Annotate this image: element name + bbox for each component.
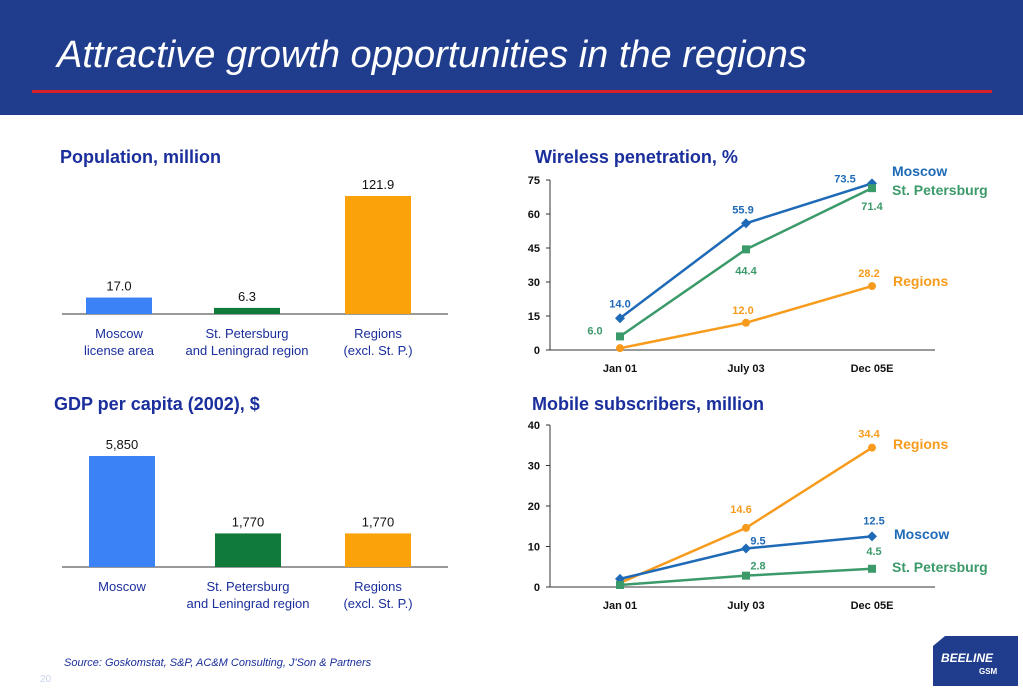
data-point	[616, 580, 624, 589]
y-tick-label: 15	[528, 311, 540, 323]
x-tick-label: Dec 05E	[851, 600, 894, 612]
y-tick-label: 30	[528, 277, 540, 289]
page-number: 20	[40, 674, 52, 685]
population-bar-chart: 17.0 Moscow license area 6.3 St. Petersburg a…	[62, 177, 448, 358]
x-tick-label: Jan 01	[603, 600, 637, 612]
data-point	[615, 573, 625, 584]
legend-entry: St. Petersburg	[892, 182, 988, 198]
x-tick-label: July 03	[727, 600, 764, 612]
beeline-logo: BEELINE GSM	[933, 636, 1018, 686]
subscribers-line-chart: 0 10 20 30 40 Jan 01 July 03 Dec 05E 14.6 34.4 Reg…	[528, 420, 988, 612]
data-point	[616, 332, 624, 341]
bar-value-label: 1,770	[362, 514, 395, 529]
data-label: 28.2	[858, 268, 879, 280]
legend-entry: Moscow	[894, 526, 949, 542]
gdp-bar-chart: 5,850 Moscow 1,770 St. Petersburg and Lening…	[62, 437, 448, 611]
y-tick-label: 30	[528, 461, 540, 473]
category-label: Regions	[354, 326, 402, 341]
penetration-line-chart: 0 15 30 45 60 75 Jan 01 July 03 Dec 05E 14.0 55.9 7…	[528, 163, 988, 375]
data-label: 2.8	[750, 561, 765, 573]
legend-entry: St. Petersburg	[892, 559, 988, 575]
data-label: 44.4	[735, 265, 757, 277]
data-point	[741, 218, 751, 229]
data-point	[741, 543, 751, 554]
source-note: Source: Goskomstat, S&P, AC&M Consulting…	[64, 657, 372, 669]
data-label: 4.5	[866, 546, 881, 558]
y-tick-label: 45	[528, 243, 540, 255]
data-label: 14.0	[609, 298, 630, 310]
category-label: St. Petersburg	[205, 326, 288, 341]
y-tick-label: 20	[528, 501, 540, 513]
y-tick-label: 0	[534, 345, 540, 357]
data-label: 9.5	[750, 536, 765, 548]
logo-wordmark: BEELINE	[941, 651, 994, 665]
bar-value-label: 121.9	[362, 177, 395, 192]
data-point	[868, 184, 876, 193]
y-tick-label: 40	[528, 420, 540, 432]
bar	[345, 533, 411, 567]
legend-entry: Moscow	[892, 163, 947, 179]
logo-subtitle: GSM	[979, 667, 998, 676]
x-tick-label: Dec 05E	[851, 363, 894, 375]
category-label: St. Petersburg	[206, 579, 289, 594]
y-tick-label: 10	[528, 542, 540, 554]
data-point	[867, 531, 877, 542]
penetration-chart-title: Wireless penetration, %	[535, 147, 738, 167]
data-label: 34.4	[858, 429, 880, 441]
y-tick-label: 60	[528, 209, 540, 221]
bar-value-label: 5,850	[106, 437, 139, 452]
bar-value-label: 1,770	[232, 514, 265, 529]
data-point	[616, 344, 624, 353]
category-label: and Leningrad region	[186, 343, 309, 358]
series-line	[619, 284, 873, 350]
legend-entry: Regions	[893, 273, 948, 289]
data-label: 71.4	[861, 201, 883, 213]
header-banner: Attractive growth opportunities in the r…	[0, 0, 1023, 115]
legend-entry: Regions	[893, 436, 948, 452]
data-label: 73.5	[834, 173, 855, 185]
bar	[89, 456, 155, 567]
data-point	[615, 313, 625, 324]
category-label: (excl. St. P.)	[343, 596, 412, 611]
data-label: 55.9	[732, 204, 753, 216]
data-point	[742, 318, 750, 327]
data-point	[742, 571, 750, 580]
bar	[345, 196, 411, 314]
bar-value-label: 17.0	[106, 279, 131, 294]
header-divider	[32, 90, 992, 93]
subscribers-chart-title: Mobile subscribers, million	[532, 394, 765, 414]
y-tick-label: 0	[534, 582, 540, 594]
bar	[214, 307, 280, 314]
bar	[86, 297, 152, 314]
x-tick-label: July 03	[727, 363, 764, 375]
data-point	[868, 564, 876, 573]
page-title: Attractive growth opportunities in the r…	[57, 34, 807, 76]
x-tick-label: Jan 01	[603, 363, 637, 375]
data-label: 12.5	[863, 515, 884, 527]
data-point	[868, 282, 876, 291]
gdp-chart-title: GDP per capita (2002), $	[54, 394, 260, 414]
y-tick-label: 75	[528, 175, 540, 187]
data-point	[742, 523, 750, 532]
data-point	[742, 245, 750, 254]
bar	[215, 533, 281, 567]
category-label: license area	[84, 343, 155, 358]
category-label: (excl. St. P.)	[343, 343, 412, 358]
data-point	[868, 443, 876, 452]
population-chart-title: Population, million	[60, 147, 221, 167]
category-label: and Leningrad region	[187, 596, 310, 611]
data-label: 14.6	[730, 504, 751, 516]
category-label: Moscow	[95, 326, 143, 341]
bar-value-label: 6.3	[238, 289, 256, 304]
data-label: 12.0	[732, 305, 753, 317]
category-label: Moscow	[98, 579, 146, 594]
category-label: Regions	[354, 579, 402, 594]
data-label: 6.0	[587, 325, 602, 337]
